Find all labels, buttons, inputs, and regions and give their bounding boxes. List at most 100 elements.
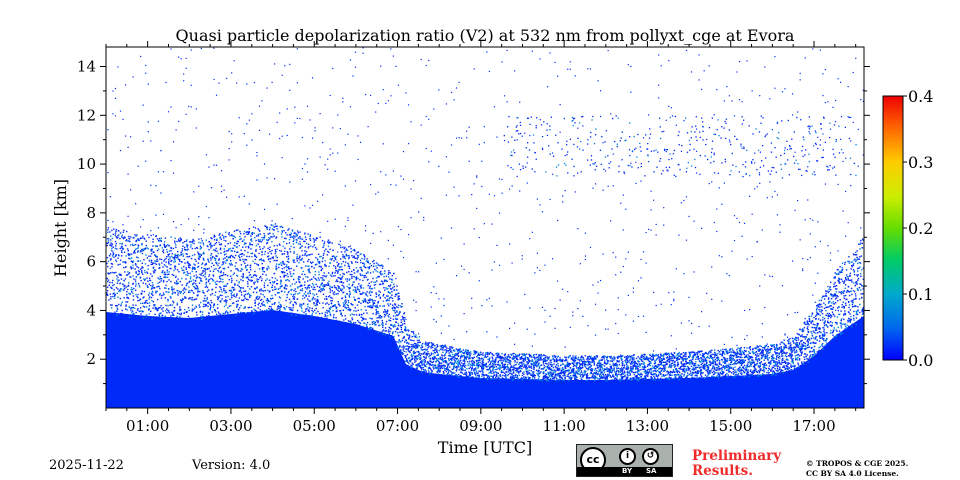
signal-pixel (304, 246, 307, 248)
signal-pixel (239, 289, 241, 292)
signal-pixel (244, 293, 247, 296)
signal-pixel (141, 269, 143, 272)
signal-pixel (458, 359, 460, 362)
signal-pixel (454, 357, 456, 359)
signal-pixel (208, 315, 211, 318)
signal-pixel (455, 348, 458, 350)
signal-pixel (166, 244, 169, 246)
signal-pixel (228, 256, 230, 258)
signal-pixel (518, 374, 520, 376)
signal-pixel (415, 347, 417, 350)
signal-pixel (335, 270, 337, 272)
signal-pixel (186, 261, 189, 263)
signal-pixel (362, 317, 364, 320)
signal-pixel (527, 371, 529, 373)
signal-pixel (223, 285, 225, 287)
signal-pixel (214, 259, 217, 262)
signal-pixel (285, 256, 288, 258)
signal-pixel (224, 299, 227, 301)
signal-pixel (379, 297, 382, 299)
signal-pixel (486, 376, 489, 378)
signal-pixel (257, 298, 259, 300)
signal-pixel (155, 260, 158, 262)
signal-pixel (133, 236, 135, 239)
signal-pixel (128, 272, 131, 274)
signal-pixel (141, 266, 143, 268)
signal-pixel (176, 316, 178, 319)
signal-pixel (211, 278, 214, 281)
noise-pixel (150, 184, 152, 186)
signal-pixel (337, 285, 339, 287)
signal-pixel (289, 273, 292, 275)
signal-pixel (476, 372, 478, 374)
signal-pixel (254, 309, 257, 312)
noise-pixel (531, 50, 533, 52)
signal-pixel (428, 363, 430, 365)
signal-pixel (116, 310, 118, 312)
noise-pixel (418, 271, 420, 273)
signal-pixel (140, 279, 142, 282)
signal-pixel (470, 376, 472, 379)
signal-pixel (165, 291, 167, 293)
signal-pixel (427, 373, 430, 375)
signal-pixel (107, 273, 110, 275)
noise-pixel (203, 259, 205, 261)
signal-pixel (231, 255, 234, 257)
signal-pixel (473, 351, 475, 353)
signal-pixel (126, 293, 128, 296)
signal-pixel (350, 247, 352, 250)
signal-pixel (146, 306, 148, 308)
signal-pixel (163, 244, 166, 246)
signal-pixel (537, 377, 540, 380)
signal-pixel (437, 360, 440, 362)
signal-pixel (335, 280, 337, 283)
signal-pixel (464, 372, 466, 374)
signal-pixel (285, 264, 288, 266)
signal-pixel (187, 244, 189, 247)
signal-pixel (106, 244, 108, 247)
signal-pixel (225, 235, 227, 238)
signal-pixel (338, 303, 340, 306)
signal-pixel (230, 289, 232, 292)
signal-pixel (410, 343, 412, 346)
signal-pixel (518, 354, 520, 357)
signal-pixel (530, 367, 533, 369)
signal-pixel (134, 285, 137, 287)
signal-pixel (254, 262, 256, 265)
signal-pixel (174, 237, 176, 240)
signal-pixel (186, 239, 188, 241)
signal-pixel (424, 361, 426, 363)
signal-pixel (363, 298, 366, 300)
noise-pixel (420, 197, 422, 200)
noise-pixel (193, 292, 195, 294)
signal-pixel (200, 274, 202, 276)
noise-pixel (231, 72, 233, 74)
signal-pixel (403, 319, 405, 321)
signal-pixel (387, 303, 389, 305)
signal-pixel (417, 357, 419, 360)
signal-pixel (365, 293, 367, 295)
signal-pixel (466, 368, 468, 370)
signal-pixel (524, 366, 527, 369)
signal-pixel (201, 262, 204, 264)
signal-pixel (440, 359, 443, 361)
signal-pixel (431, 345, 433, 347)
signal-pixel (321, 260, 324, 263)
noise-pixel (410, 188, 412, 190)
signal-pixel (420, 353, 423, 355)
signal-pixel (396, 285, 398, 287)
signal-pixel (301, 258, 303, 261)
signal-pixel (292, 259, 294, 261)
signal-pixel (156, 298, 159, 301)
signal-pixel (170, 249, 172, 252)
signal-pixel (145, 316, 147, 319)
signal-pixel (252, 276, 254, 278)
signal-pixel (379, 296, 382, 299)
signal-pixel (432, 364, 434, 366)
signal-pixel (384, 330, 387, 332)
signal-pixel (332, 292, 335, 294)
signal-pixel (331, 305, 334, 308)
signal-pixel (475, 375, 477, 377)
signal-pixel (218, 243, 221, 246)
signal-pixel (151, 291, 154, 293)
